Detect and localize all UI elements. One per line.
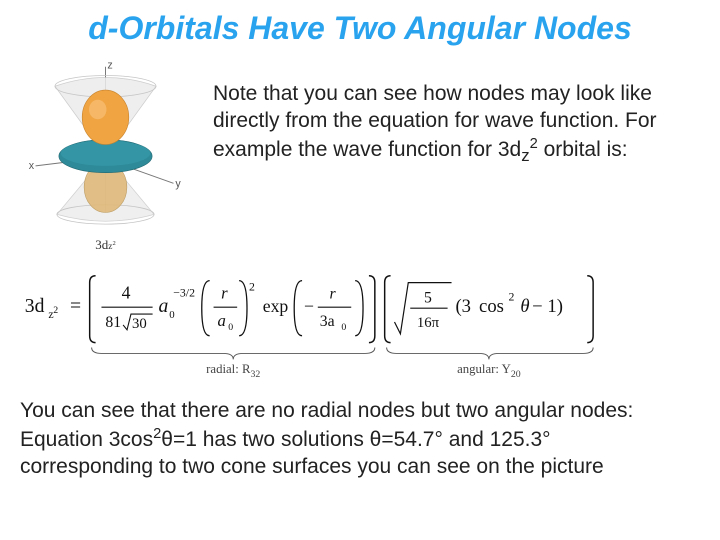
- eq-lhs-main: 3d: [25, 295, 45, 317]
- eq-lhs-sup: 2: [53, 305, 58, 316]
- eq-poly-theta: θ: [520, 296, 529, 317]
- eq-ra0-den: a: [218, 311, 226, 330]
- svg-text:0: 0: [169, 309, 174, 321]
- eq-exp-den-sub: 0: [341, 322, 346, 333]
- eq-root-den: 16π: [417, 315, 440, 331]
- bottom-paragraph: You can see that there are no radial nod…: [0, 390, 720, 481]
- svg-text:angular: Y20: angular: Y20: [457, 362, 521, 379]
- bottom-line3: corresponding to two cone surfaces you c…: [20, 455, 604, 478]
- caption-sub: z2: [108, 242, 115, 252]
- eq-brace-angular: angular: Y: [457, 362, 511, 376]
- intro-paragraph: Note that you can see how nodes may look…: [213, 59, 702, 166]
- orbital-figure: z x y 3dz2: [18, 59, 193, 253]
- svg-text:2: 2: [53, 305, 58, 316]
- axis-z-label: z: [107, 60, 112, 72]
- svg-text:radial: R32: radial: R32: [206, 362, 260, 379]
- eq-poly-pre: (3: [455, 296, 471, 317]
- svg-text:3d: 3d: [25, 295, 45, 317]
- eq-poly-post: − 1): [532, 296, 563, 317]
- eq-root-num: 5: [424, 289, 432, 306]
- eq-brace-angular-sub: 20: [511, 369, 521, 379]
- page-title: d-Orbitals Have Two Angular Nodes: [0, 0, 720, 51]
- svg-text:−: −: [304, 296, 314, 316]
- eq-power-outer: 2: [249, 280, 255, 294]
- eq-coef-den-pre: 81: [105, 314, 121, 331]
- axis-x-label: x: [29, 160, 35, 172]
- bottom-line1: You can see that there are no radial nod…: [20, 399, 633, 422]
- eq-poly-cos-sup: 2: [509, 289, 515, 303]
- intro-post: orbital is:: [538, 138, 628, 161]
- svg-text:3a: 3a: [320, 313, 335, 330]
- intro-sup: 2: [530, 136, 538, 152]
- bottom-line2-pre: Equation 3cos: [20, 428, 153, 451]
- intro-sub: z: [521, 146, 529, 165]
- bottom-line2-mid: θ=1 has two solutions θ=54.7° and 125.3°: [161, 428, 550, 451]
- eq-coef-den-root: 30: [132, 316, 147, 332]
- intro-row: z x y 3dz2 Note that you can see how nod…: [0, 51, 720, 259]
- eq-brace-radial-sub: 32: [250, 369, 260, 379]
- orbital-svg: z x y: [18, 59, 193, 229]
- caption-main: 3d: [95, 237, 108, 252]
- eq-a0-exp: −3/2: [173, 285, 195, 299]
- svg-text:a: a: [159, 295, 169, 317]
- title-text: d-Orbitals Have Two Angular Nodes: [88, 10, 631, 46]
- svg-text:(3: (3: [455, 296, 471, 317]
- eq-brace-radial: radial: R: [206, 362, 251, 376]
- eq-coef-num: 4: [122, 282, 131, 302]
- orbital-caption: 3dz2: [18, 237, 193, 253]
- eq-poly-cos: cos: [479, 296, 504, 317]
- eq-ra0-den-sub: 0: [228, 322, 233, 333]
- eq-ra0-num: r: [221, 283, 228, 302]
- axis-y-label: y: [175, 178, 181, 190]
- eq-exp-num: r: [329, 285, 336, 302]
- equation-svg: 3d z 2 = 4 81 30 a 0 −3/2 r a 0 2 exp −: [18, 261, 712, 379]
- eq-exp-label: exp: [263, 296, 289, 316]
- equation-block: 3d z 2 = 4 81 30 a 0 −3/2 r a 0 2 exp −: [0, 259, 720, 390]
- svg-text:=: =: [70, 295, 81, 317]
- eq-exp-den: 3a: [320, 313, 335, 330]
